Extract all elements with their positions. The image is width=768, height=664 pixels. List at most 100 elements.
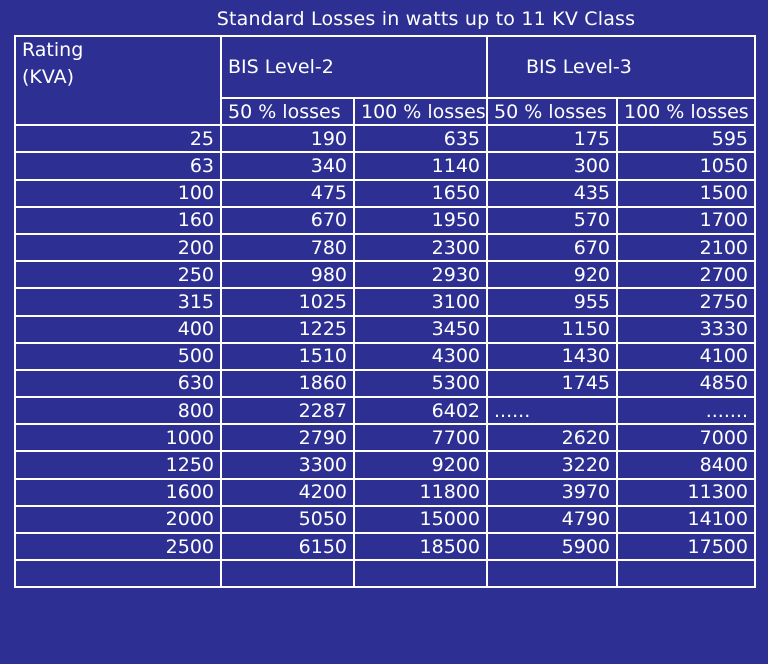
level2-50-cell: 1510: [220, 341, 355, 371]
rating-cell: 315: [14, 287, 222, 317]
level3-50-cell: 570: [486, 205, 618, 235]
level3-100-cell: [616, 559, 756, 589]
rating-cell: 63: [14, 151, 222, 181]
level3-50-cell: ......: [486, 396, 618, 426]
rating-cell: 500: [14, 341, 222, 371]
table-row: 200 780 2300 670 2100: [14, 232, 756, 263]
rating-cell: 250: [14, 260, 222, 290]
table-row: 160 670 1950 570 1700: [14, 205, 756, 235]
level3-50-cell: 435: [486, 178, 618, 208]
header-row-levels: Rating (KVA) BIS Level-2 BIS Level-3: [14, 34, 756, 127]
level3-100-cell: 2700: [616, 260, 756, 290]
rating-cell: 1000: [14, 423, 222, 453]
level2-50-cell: 190: [220, 124, 355, 154]
level2-100-cell: 15000: [353, 504, 488, 535]
level2-50-cell: 475: [220, 178, 355, 208]
level3-50-cell: 2620: [486, 423, 618, 453]
table-row: 630 1860 5300 1745 4850: [14, 368, 756, 399]
level3-100-cell: 595: [616, 124, 756, 154]
table-row: 250 980 2930 920 2700: [14, 260, 756, 290]
rating-header: Rating (KVA): [14, 34, 222, 127]
table-row: 100 475 1650 435 1500: [14, 178, 756, 208]
level3-100-cell: 1050: [616, 151, 756, 181]
level3-100-cell: 2750: [616, 287, 756, 317]
level2-100-cell: 18500: [353, 531, 488, 562]
rating-cell: 630: [14, 368, 222, 399]
level2-100-cell: [353, 559, 488, 589]
level2-50-cell: 4200: [220, 477, 355, 507]
losses-table: Rating (KVA) BIS Level-2 BIS Level-3 50 …: [14, 34, 756, 589]
level3-100-header: 100 % losses: [616, 96, 756, 127]
level2-50-cell: 340: [220, 151, 355, 181]
level2-100-cell: 2300: [353, 232, 488, 263]
table-row: 315 1025 3100 955 2750: [14, 287, 756, 317]
rating-cell: 800: [14, 396, 222, 426]
level2-100-cell: 1950: [353, 205, 488, 235]
table-row: 500 1510 4300 1430 4100: [14, 341, 756, 371]
level3-50-cell: 920: [486, 260, 618, 290]
level2-100-cell: 635: [353, 124, 488, 154]
level2-100-cell: 1140: [353, 151, 488, 181]
level2-100-cell: 2930: [353, 260, 488, 290]
level3-50-cell: 175: [486, 124, 618, 154]
table-row: 1600 4200 11800 3970 11300: [14, 477, 756, 507]
level3-50-cell: 3970: [486, 477, 618, 507]
level3-50-cell: 5900: [486, 531, 618, 562]
level2-100-cell: 1650: [353, 178, 488, 208]
level3-100-cell: 1700: [616, 205, 756, 235]
level3-100-cell: 4100: [616, 341, 756, 371]
level3-100-cell: 11300: [616, 477, 756, 507]
table-row: 25 190 635 175 595: [14, 124, 756, 154]
level3-100-cell: .......: [616, 396, 756, 426]
level2-50-cell: [220, 559, 355, 589]
table-row: 800 2287 6402.............: [14, 396, 756, 426]
level3-50-cell: 300: [486, 151, 618, 181]
table-row: 400 1225 3450 1150 3330: [14, 314, 756, 344]
rating-header-line1: Rating: [22, 39, 84, 61]
level2-50-cell: 1225: [220, 314, 355, 344]
table-row: 2500 6150 18500 5900 17500: [14, 531, 756, 562]
table-title: Standard Losses in watts up to 11 KV Cla…: [216, 8, 636, 30]
level2-100-cell: 9200: [353, 450, 488, 480]
level2-100-cell: 3450: [353, 314, 488, 344]
bis-level-3-header: BIS Level-3: [486, 35, 756, 99]
level2-100-cell: 5300: [353, 368, 488, 399]
level2-50-cell: 670: [220, 205, 355, 235]
level3-100-cell: 3330: [616, 314, 756, 344]
rating-cell: 2500: [14, 531, 222, 562]
level2-50-cell: 1025: [220, 287, 355, 317]
level2-50-header: 50 % losses: [220, 96, 355, 127]
table-row: 1250 3300 9200 3220 8400: [14, 450, 756, 480]
level2-50-cell: 5050: [220, 504, 355, 535]
level2-50-cell: 2790: [220, 423, 355, 453]
level2-100-cell: 7700: [353, 423, 488, 453]
table-row: 1000 2790 7700 2620 7000: [14, 423, 756, 453]
level3-100-cell: 8400: [616, 450, 756, 480]
level3-100-cell: 17500: [616, 531, 756, 562]
rating-cell: 160: [14, 205, 222, 235]
level2-100-cell: 3100: [353, 287, 488, 317]
rating-cell: 100: [14, 178, 222, 208]
level2-50-cell: 780: [220, 232, 355, 263]
level2-50-cell: 980: [220, 260, 355, 290]
level3-50-cell: 1430: [486, 341, 618, 371]
level3-50-cell: 670: [486, 232, 618, 263]
level2-50-cell: 3300: [220, 450, 355, 480]
level3-50-cell: 955: [486, 287, 618, 317]
level2-100-cell: 4300: [353, 341, 488, 371]
level2-50-cell: 2287: [220, 396, 355, 426]
level3-100-cell: 1500: [616, 178, 756, 208]
level2-100-cell: 6402: [353, 396, 488, 426]
rating-cell: 25: [14, 124, 222, 154]
rating-cell: [14, 559, 222, 589]
level3-100-cell: 4850: [616, 368, 756, 399]
rating-cell: 1600: [14, 477, 222, 507]
rating-cell: 200: [14, 232, 222, 263]
level3-100-cell: 2100: [616, 232, 756, 263]
table-row: [14, 559, 756, 589]
header-row-losses: 50 % losses 100 % losses 50 % losses 100…: [15, 96, 756, 127]
bis-level-2-header: BIS Level-2: [220, 35, 488, 99]
level3-50-cell: 1150: [486, 314, 618, 344]
level2-50-cell: 1860: [220, 368, 355, 399]
level3-50-cell: [486, 559, 618, 589]
